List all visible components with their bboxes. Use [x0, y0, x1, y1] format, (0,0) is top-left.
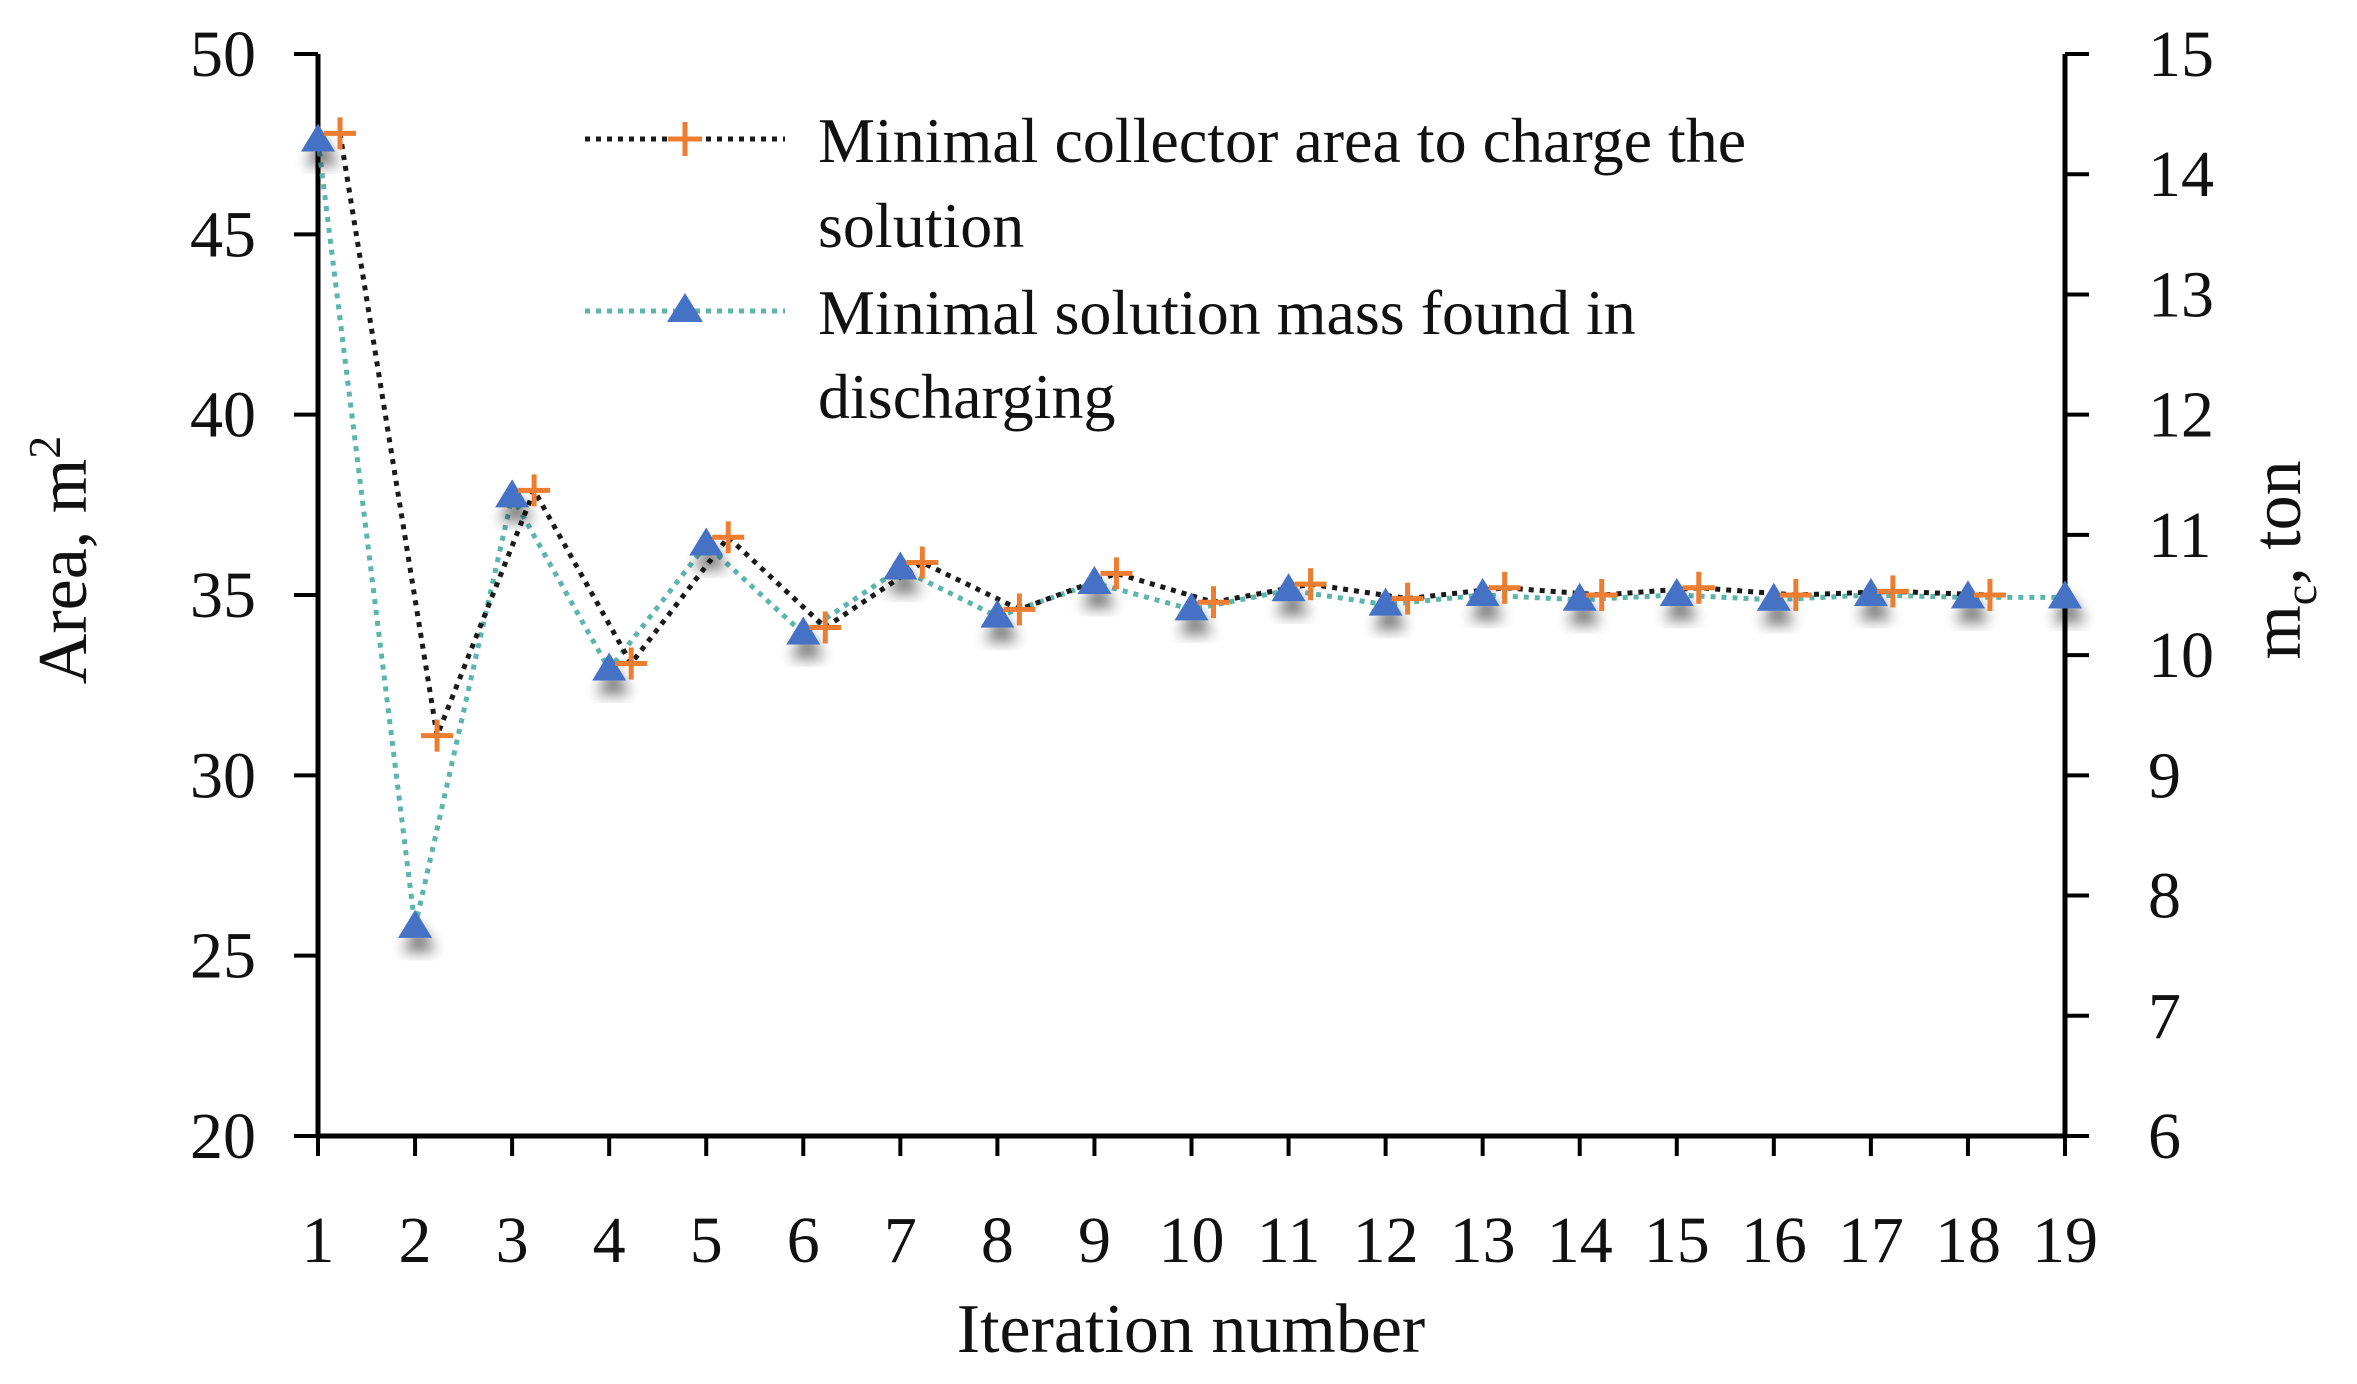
right-y-axis-title: mc, ton — [2239, 460, 2326, 659]
right-y-tick-label: 13 — [2148, 258, 2214, 331]
left-y-axis: 20 25 30 35 40 45 50 — [190, 18, 318, 1173]
left-y-tick-label: 20 — [190, 1100, 256, 1173]
x-tick-label: 7 — [884, 1204, 917, 1277]
left-y-tick-label: 25 — [190, 920, 256, 993]
solution-mass-point — [1562, 582, 1597, 611]
x-tick-label: 10 — [1159, 1204, 1225, 1277]
x-tick-label: 5 — [690, 1204, 723, 1277]
x-tick-label: 3 — [496, 1204, 529, 1277]
solution-mass-point — [883, 551, 918, 580]
solution-mass-point — [689, 527, 724, 556]
solution-mass-point — [1950, 580, 1985, 609]
x-tick-label: 6 — [787, 1204, 820, 1277]
series-line-collector-area — [337, 132, 1991, 746]
x-tick-label: 11 — [1257, 1204, 1321, 1277]
right-y-tick-label: 8 — [2148, 860, 2181, 933]
x-tick-label: 9 — [1078, 1204, 1111, 1277]
x-tick-label: 19 — [2032, 1204, 2098, 1277]
collector-area-point — [324, 117, 356, 150]
legend-entry-collector-area: Minimal collector area to charge the sol… — [585, 105, 1746, 261]
legend: Minimal collector area to charge the sol… — [585, 105, 1746, 432]
solution-mass-point — [495, 479, 530, 508]
solution-mass-point — [786, 616, 821, 645]
solution-mass-point — [2048, 580, 2082, 609]
x-tick-label: 18 — [1935, 1204, 2001, 1277]
solution-mass-point — [301, 123, 335, 152]
x-tick-label: 8 — [981, 1204, 1014, 1277]
left-y-tick-label: 35 — [190, 559, 256, 632]
collector-area-point — [421, 719, 454, 752]
collector-area-point — [518, 474, 551, 507]
series-line-solution-mass — [315, 140, 2065, 928]
solution-mass-point — [1368, 587, 1403, 616]
solution-mass-point — [1077, 565, 1112, 594]
legend-label-solution-mass-line2: discharging — [818, 361, 1115, 432]
right-y-tick-label: 14 — [2148, 138, 2214, 211]
x-tick-label: 17 — [1838, 1204, 1904, 1277]
collector-area-point — [1682, 571, 1715, 604]
x-axis: 1 2 3 4 5 6 7 8 9 10 11 12 13 14 15 16 17 18 19 — [302, 1136, 2098, 1277]
right-y-tick-label: 12 — [2148, 379, 2214, 452]
right-y-tick-label: 6 — [2148, 1100, 2181, 1173]
left-y-tick-label: 50 — [190, 18, 256, 91]
right-y-tick-label: 10 — [2148, 619, 2214, 692]
x-tick-label: 15 — [1644, 1204, 1710, 1277]
left-y-tick-label: 45 — [190, 198, 256, 271]
solution-mass-point — [1659, 578, 1694, 606]
solution-mass-point — [1853, 578, 1888, 606]
x-tick-label: 2 — [399, 1204, 432, 1277]
collector-area-point — [1391, 582, 1424, 615]
collector-area-point — [712, 521, 745, 554]
collector-area-point — [1973, 579, 2006, 611]
right-y-tick-label: 11 — [2148, 499, 2212, 572]
x-tick-label: 12 — [1353, 1204, 1419, 1277]
x-tick-label: 1 — [302, 1204, 335, 1277]
collector-area-point — [1197, 586, 1230, 619]
collector-area-point — [1294, 568, 1327, 601]
collector-area-point — [906, 546, 939, 579]
collector-area-point — [1779, 579, 1812, 611]
x-tick-label: 16 — [1741, 1204, 1807, 1277]
x-tick-label: 14 — [1547, 1204, 1613, 1277]
collector-area-point — [615, 647, 648, 680]
series-layer — [301, 117, 2082, 938]
collector-area-point — [1488, 571, 1521, 604]
solution-mass-point — [1271, 573, 1306, 602]
solution-mass-point — [398, 909, 433, 938]
legend-plus-marker — [668, 122, 702, 156]
left-y-axis-title: Area, m2 — [19, 436, 102, 684]
x-tick-label: 13 — [1450, 1204, 1516, 1277]
legend-triangle-marker — [667, 293, 703, 322]
x-axis-title: Iteration number — [957, 1291, 1425, 1368]
legend-label-collector-area-line1: Minimal collector area to charge the — [818, 105, 1746, 176]
legend-label-solution-mass-line1: Minimal solution mass found in — [818, 277, 1636, 348]
right-y-tick-label: 9 — [2148, 739, 2181, 812]
left-y-tick-label: 40 — [190, 379, 256, 452]
collector-area-point — [1585, 579, 1618, 611]
legend-label-collector-area-line2: solution — [818, 190, 1024, 261]
right-y-tick-label: 15 — [2148, 18, 2214, 91]
collector-area-point — [1100, 557, 1133, 590]
collector-area-point — [1876, 575, 1909, 608]
legend-entry-solution-mass: Minimal solution mass found in dischargi… — [585, 277, 1636, 432]
right-y-tick-label: 7 — [2148, 980, 2181, 1053]
solution-mass-point — [1465, 578, 1500, 606]
solution-mass-point — [980, 599, 1015, 628]
collector-area-point — [809, 611, 842, 644]
collector-area-point — [1003, 593, 1036, 626]
x-tick-label: 4 — [593, 1204, 626, 1277]
right-y-axis: 6 7 8 9 10 11 12 13 14 15 — [2065, 18, 2214, 1173]
left-y-tick-label: 30 — [190, 739, 256, 812]
solution-mass-point — [1756, 582, 1791, 611]
solution-mass-point — [592, 652, 627, 681]
solution-mass-point — [1174, 592, 1209, 621]
